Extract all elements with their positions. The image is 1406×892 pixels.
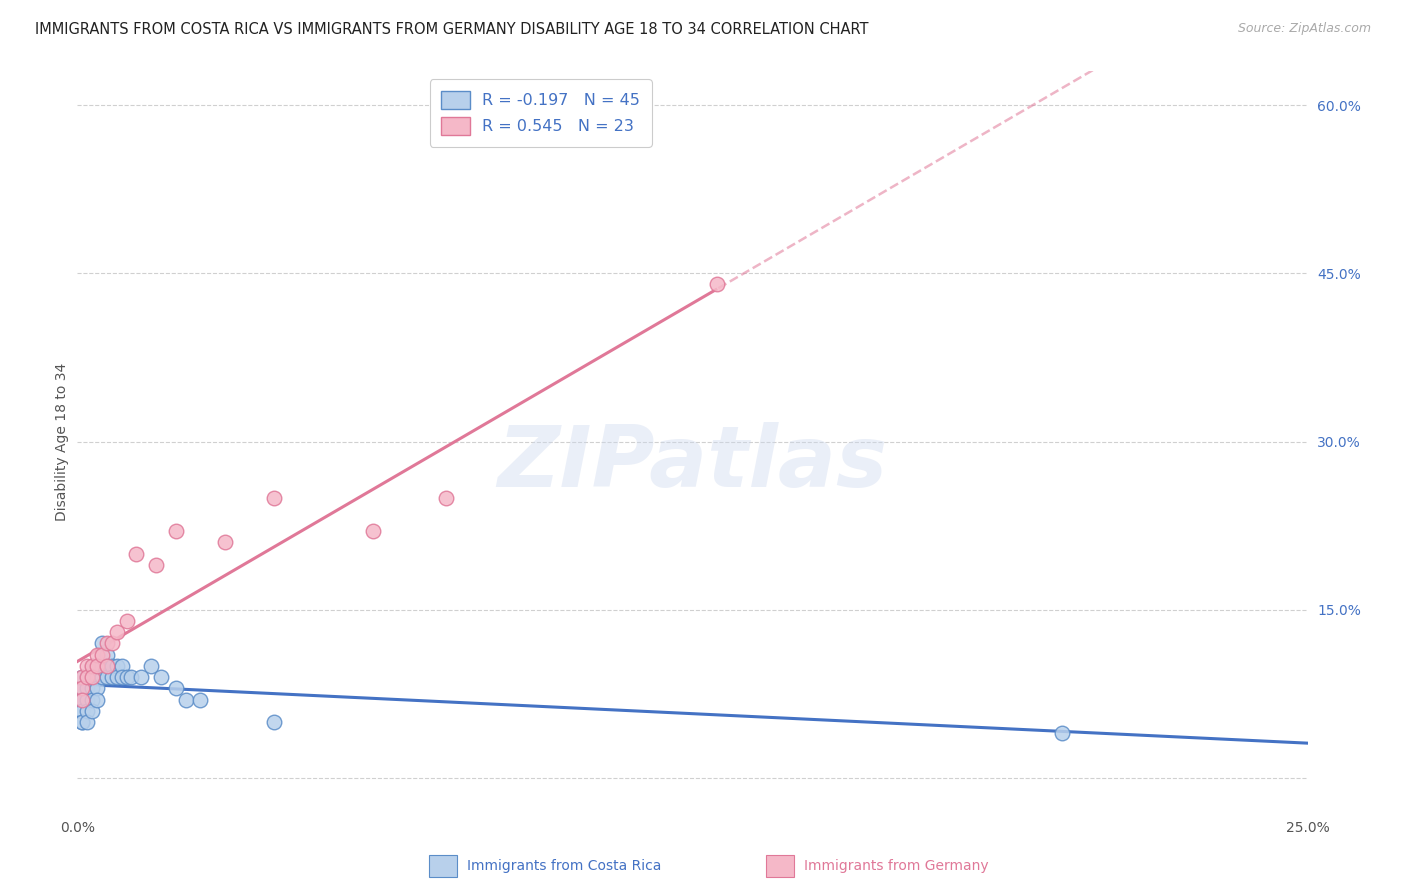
Point — [101, 670, 124, 684]
Point — [190, 692, 212, 706]
Point — [70, 670, 93, 684]
Y-axis label: Disability Age 18 to 34: Disability Age 18 to 34 — [55, 362, 69, 521]
Point — [214, 535, 236, 549]
Point — [70, 670, 93, 684]
Point — [90, 670, 114, 684]
Point — [96, 659, 118, 673]
Point — [86, 659, 108, 673]
Text: Immigrants from Germany: Immigrants from Germany — [804, 859, 988, 873]
Point — [115, 670, 138, 684]
Point — [70, 692, 93, 706]
Point — [86, 681, 108, 696]
Point — [436, 491, 458, 505]
Point — [76, 714, 98, 729]
Point — [263, 491, 285, 505]
Point — [165, 681, 187, 696]
Point — [125, 547, 148, 561]
Point — [361, 524, 384, 539]
Point — [76, 692, 98, 706]
Point — [82, 704, 104, 718]
Point — [86, 659, 108, 673]
Point — [70, 692, 93, 706]
Point — [145, 558, 167, 572]
Text: IMMIGRANTS FROM COSTA RICA VS IMMIGRANTS FROM GERMANY DISABILITY AGE 18 TO 34 CO: IMMIGRANTS FROM COSTA RICA VS IMMIGRANTS… — [35, 22, 869, 37]
Point — [96, 670, 118, 684]
Point — [82, 681, 104, 696]
Point — [70, 714, 93, 729]
Point — [70, 714, 93, 729]
Point — [82, 659, 104, 673]
Point — [150, 670, 173, 684]
Point — [86, 648, 108, 662]
Point — [706, 277, 728, 292]
Point — [86, 670, 108, 684]
Point — [90, 659, 114, 673]
Point — [141, 659, 163, 673]
Text: ZIPatlas: ZIPatlas — [498, 422, 887, 505]
Point — [76, 659, 98, 673]
Point — [90, 636, 114, 650]
Point — [76, 681, 98, 696]
Point — [90, 648, 114, 662]
Point — [82, 670, 104, 684]
Point — [121, 670, 143, 684]
Text: Source: ZipAtlas.com: Source: ZipAtlas.com — [1237, 22, 1371, 36]
Point — [131, 670, 153, 684]
Point — [1050, 726, 1073, 740]
Point — [111, 659, 132, 673]
Point — [82, 659, 104, 673]
Point — [96, 636, 118, 650]
Point — [96, 659, 118, 673]
Point — [76, 704, 98, 718]
Point — [70, 681, 93, 696]
Point — [70, 681, 93, 696]
Point — [101, 636, 124, 650]
Point — [101, 659, 124, 673]
Point — [76, 670, 98, 684]
Point — [76, 670, 98, 684]
Point — [105, 659, 128, 673]
Point — [115, 614, 138, 628]
Point — [86, 692, 108, 706]
Point — [165, 524, 187, 539]
Point — [76, 670, 98, 684]
Point — [111, 670, 132, 684]
Point — [70, 704, 93, 718]
Point — [82, 670, 104, 684]
Point — [70, 692, 93, 706]
Point — [82, 692, 104, 706]
Text: Immigrants from Costa Rica: Immigrants from Costa Rica — [467, 859, 661, 873]
Point — [174, 692, 197, 706]
Point — [70, 704, 93, 718]
Point — [105, 670, 128, 684]
Legend: R = -0.197   N = 45, R = 0.545   N = 23: R = -0.197 N = 45, R = 0.545 N = 23 — [430, 79, 651, 146]
Point — [263, 714, 285, 729]
Point — [96, 648, 118, 662]
Point — [105, 625, 128, 640]
